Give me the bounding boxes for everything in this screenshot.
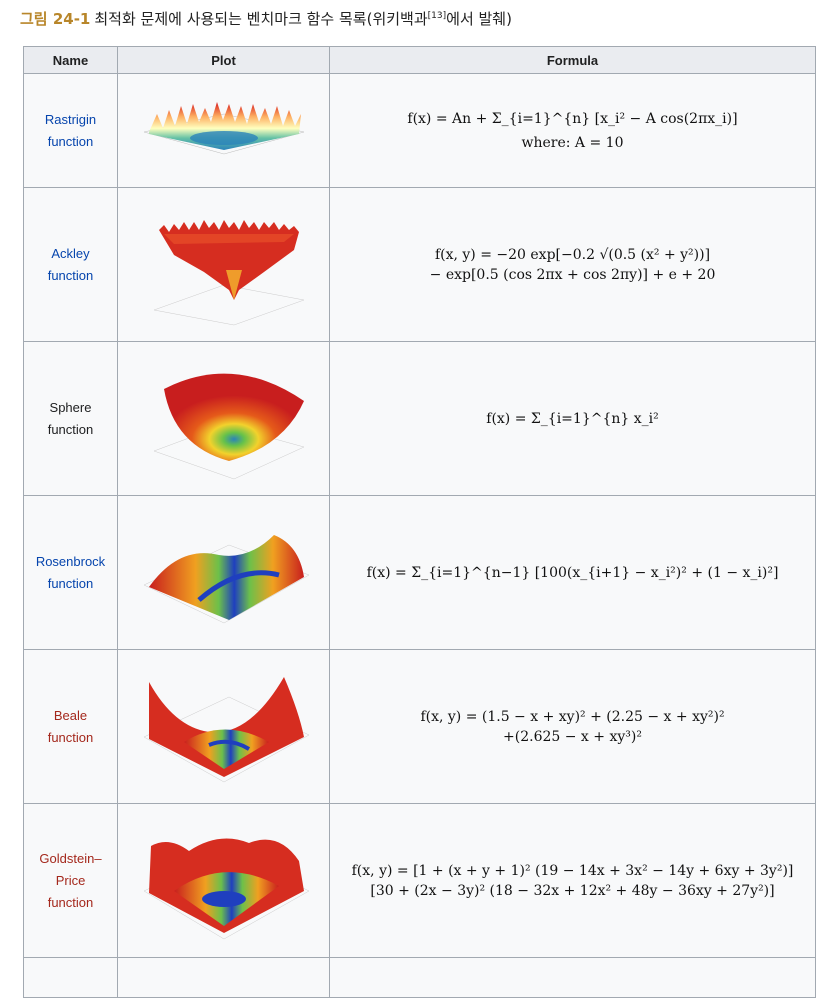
ackley-surface-icon (152, 219, 305, 325)
ackley-plot (117, 187, 330, 342)
caption-ref[interactable]: [13] (427, 11, 447, 21)
beale-formula: f(x, y) = (1.5 − x + xy)² + (2.25 − x + … (329, 649, 816, 804)
function-name[interactable]: Rastrigin function (23, 73, 118, 188)
benchmark-functions-table: Name Plot Formula Rastrigin function f(x… (23, 46, 816, 998)
formula-line: f(x) = An + Σ_{i=1}^{n} [x_i² − A cos(2π… (407, 110, 738, 127)
table-row: Rastrigin function f(x) = An + Σ_{i=1}^{… (23, 73, 816, 188)
function-name[interactable]: Beale function (23, 649, 118, 804)
formula-line: f(x, y) = (1.5 − x + xy)² + (2.25 − x + … (420, 708, 725, 725)
table-row: Ackley function f(x, y) = −20 exp[−0.2 √… (23, 187, 816, 342)
rastrigin-surface-icon (143, 101, 304, 154)
formula-line: f(x) = Σ_{i=1}^{n} x_i² (486, 410, 659, 427)
rastrigin-plot (117, 73, 330, 188)
function-name[interactable]: Ackley function (23, 187, 118, 342)
formula-line: [30 + (2x − 3y)² (18 − 32x + 12x² + 48y … (370, 882, 775, 899)
ackley-formula: f(x, y) = −20 exp[−0.2 √(0.5 (x² + y²))]… (329, 187, 816, 342)
caption-suffix: 에서 발췌) (446, 10, 512, 28)
header-name[interactable]: Name (23, 46, 118, 74)
goldstein-price-plot (117, 803, 330, 958)
table-row: Rosenbrock function f(x) = Σ_{i=1}^{n−1}… (23, 495, 816, 650)
figure-caption: 그림 24-1 최적화 문제에 사용되는 벤치마크 함수 목록(위키백과[13]에… (20, 8, 512, 29)
function-name[interactable]: Goldstein– Price function (23, 803, 118, 958)
table-row: Goldstein– Price function f(x, y) = [1 +… (23, 803, 816, 958)
goldstein-price-surface-icon (142, 838, 310, 939)
rosenbrock-formula: f(x) = Σ_{i=1}^{n−1} [100(x_{i+1} − x_i²… (329, 495, 816, 650)
table-row: Sphere function f(x) = Σ_{i=1}^{n} x_i² (23, 341, 816, 496)
beale-plot (117, 649, 330, 804)
table-row-partial (23, 957, 816, 998)
formula-note: where: A = 10 (521, 134, 624, 151)
rastrigin-formula: f(x) = An + Σ_{i=1}^{n} [x_i² − A cos(2π… (329, 73, 816, 188)
figure-number: 그림 24-1 (20, 10, 91, 28)
formula-line: +(2.625 − x + xy³)² (503, 728, 642, 745)
formula-line: f(x, y) = −20 exp[−0.2 √(0.5 (x² + y²))] (434, 246, 711, 263)
sphere-surface-icon (152, 373, 305, 480)
function-name[interactable]: Rosenbrock function (23, 495, 118, 650)
rosenbrock-surface-icon (142, 535, 310, 624)
caption-text: 최적화 문제에 사용되는 벤치마크 함수 목록(위키백과 (94, 10, 428, 28)
header-formula[interactable]: Formula (329, 46, 816, 74)
sphere-formula: f(x) = Σ_{i=1}^{n} x_i² (329, 341, 816, 496)
beale-surface-icon (142, 676, 310, 782)
formula-line: f(x, y) = [1 + (x + y + 1)² (19 − 14x + … (351, 862, 794, 879)
formula-line: − exp[0.5 (cos 2πx + cos 2πy)] + e + 20 (429, 266, 716, 283)
formula-line: f(x) = Σ_{i=1}^{n−1} [100(x_{i+1} − x_i²… (366, 564, 779, 581)
function-name[interactable]: Sphere function (23, 341, 118, 496)
rosenbrock-plot (117, 495, 330, 650)
sphere-plot (117, 341, 330, 496)
table-row: Beale function f(x, y) = (1.5 − x + xy)²… (23, 649, 816, 804)
header-plot[interactable]: Plot (117, 46, 330, 74)
goldstein-price-formula: f(x, y) = [1 + (x + y + 1)² (19 − 14x + … (329, 803, 816, 958)
